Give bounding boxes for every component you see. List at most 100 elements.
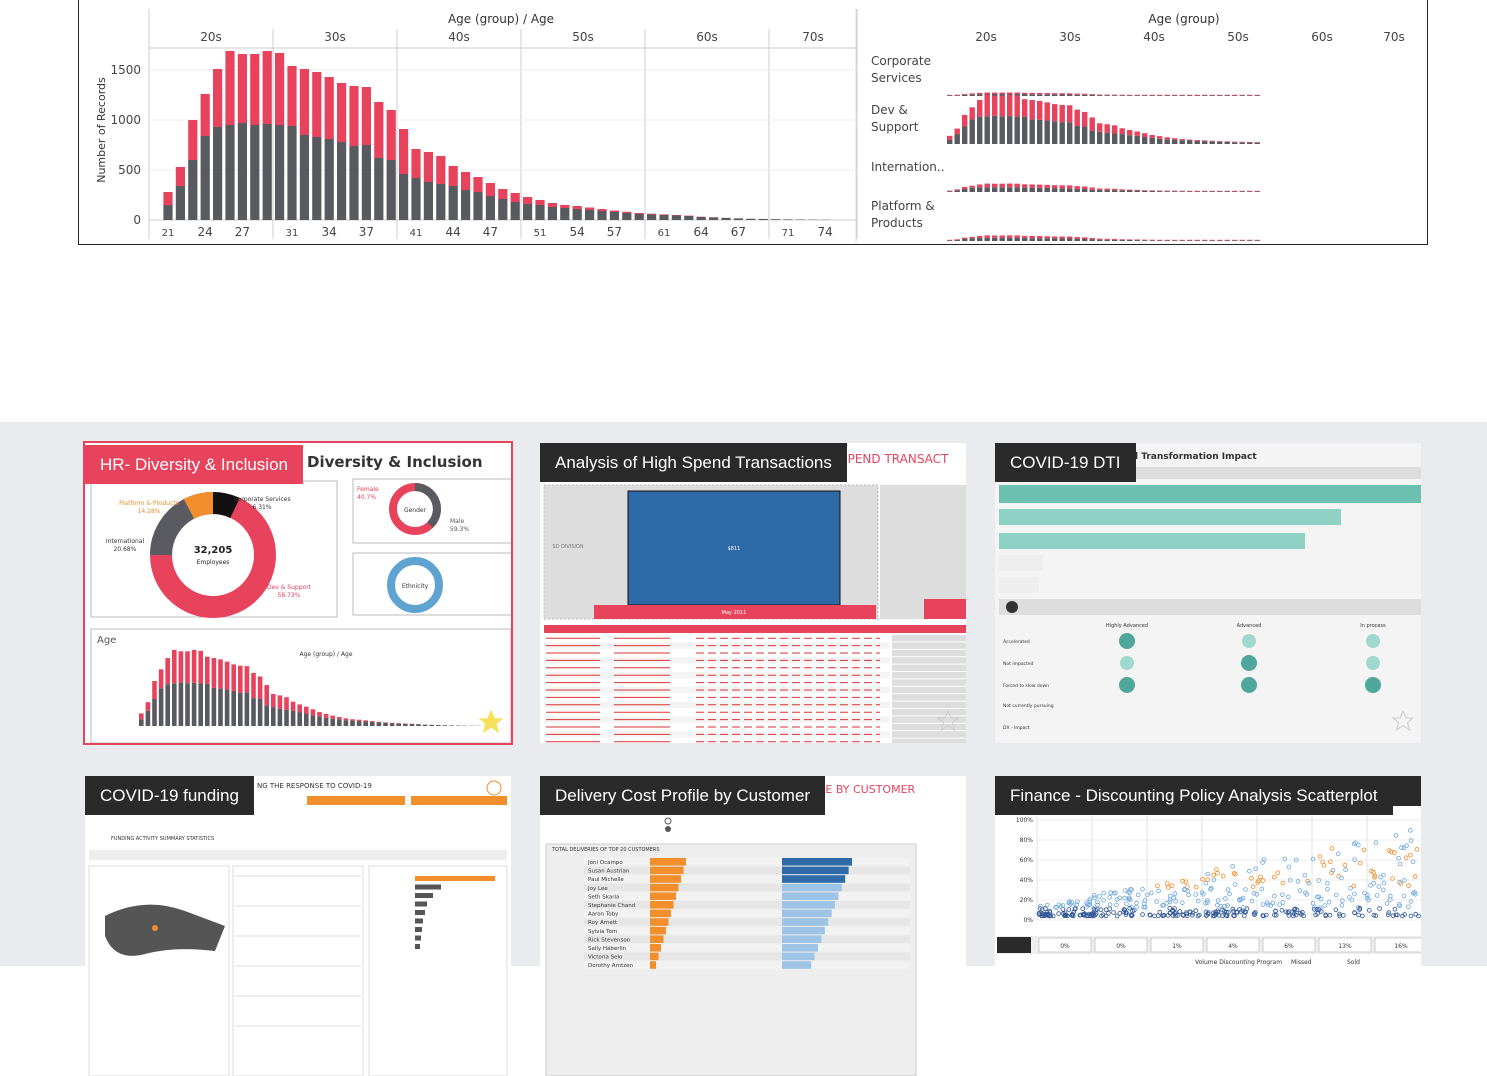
mini-bar (1052, 188, 1057, 192)
mini-bar (947, 191, 952, 192)
bar-gray (201, 136, 210, 220)
favorite-star-icon[interactable] (936, 709, 960, 733)
y-tick-label: 0 (133, 213, 141, 227)
mini-bar (977, 187, 982, 192)
mini-bar (1150, 240, 1155, 241)
mini-bar (1112, 189, 1117, 190)
x-tick-label: 37 (359, 225, 374, 239)
mini-bar (1030, 94, 1035, 96)
bar-gray (349, 146, 358, 220)
age-group-label: 50s (1227, 30, 1249, 44)
mini-bar (977, 236, 982, 238)
mini-bar (1180, 191, 1185, 192)
mini-bar (1067, 93, 1072, 94)
mini-bar (1142, 95, 1147, 96)
bar-gray (263, 124, 272, 220)
mini-bar (1217, 141, 1222, 142)
favorite-star-icon[interactable] (1391, 709, 1415, 733)
mini-bar (1187, 95, 1192, 96)
bar-pink (535, 200, 544, 205)
bar-pink (263, 51, 272, 124)
gallery-card-hr-diversity[interactable]: HR- Diversity & Inclusion Diversity & In… (85, 443, 511, 743)
x-tick-label: 31 (286, 228, 299, 239)
mini-bar (985, 187, 990, 192)
x-tick-label: 44 (446, 225, 461, 239)
svg-text:Not impacted: Not impacted (1003, 661, 1034, 667)
mini-bar (1007, 92, 1012, 94)
mini-bar (1150, 95, 1155, 96)
gallery-card-high-spend[interactable]: Analysis of High Spend Transactions SPEN… (540, 443, 966, 743)
mini-bar (1097, 188, 1102, 189)
svg-text:Age: Age (97, 635, 116, 646)
mini-bar (1000, 184, 1005, 188)
svg-text:100%: 100% (1016, 817, 1033, 824)
mini-bar (1187, 240, 1192, 241)
mini-bar (1127, 239, 1132, 240)
mini-bar (1165, 139, 1170, 144)
bar-gray (461, 190, 470, 220)
mini-bar (1090, 95, 1095, 96)
age-group-label: 40s (448, 30, 470, 44)
mini-bar (1015, 184, 1020, 188)
bar-gray (709, 218, 718, 221)
mini-bar (1180, 139, 1185, 140)
mini-bar (1015, 95, 1020, 116)
gallery-card-covid-funding[interactable]: COVID-19 funding NG THE RESPONSE TO COVI… (85, 776, 511, 1076)
svg-text:0%: 0% (1116, 943, 1126, 950)
mini-bar (955, 189, 960, 190)
mini-bar (1082, 187, 1087, 189)
bar-gray (659, 215, 668, 220)
mini-bar (1172, 140, 1177, 144)
age-group-label: 40s (1143, 30, 1165, 44)
mini-bar (1195, 140, 1200, 141)
gallery-card-discounting-scatter[interactable]: Finance - Discounting Policy Analysis Sc… (995, 776, 1421, 1076)
mini-bar (1030, 238, 1035, 241)
bar-gray (374, 158, 383, 220)
svg-text:Victoria Selo: Victoria Selo (588, 955, 623, 961)
svg-text:Volume Discounting Program: Volume Discounting Program (1195, 959, 1282, 966)
mini-bar (1225, 240, 1230, 241)
mini-bar (1022, 236, 1027, 238)
gallery-card-delivery-cost[interactable]: Delivery Cost Profile by Customer ILE BY… (540, 776, 966, 1076)
mini-bar (970, 107, 975, 119)
mini-bar (1217, 240, 1222, 241)
mini-bar (977, 238, 982, 241)
svg-text:58.73%: 58.73% (278, 592, 301, 599)
mini-bar (1255, 240, 1260, 241)
mini-bar (1105, 133, 1110, 144)
mini-bar (1202, 191, 1207, 192)
mini-bar (1195, 141, 1200, 144)
bar-gray (387, 160, 396, 220)
mini-bar (955, 95, 960, 96)
gallery-card-covid-dti[interactable]: COVID-19 DTI l Transformation Impact Hig… (995, 443, 1421, 743)
bar-gray (721, 218, 730, 220)
mini-bar (1127, 191, 1132, 192)
mini-bar (1082, 189, 1087, 192)
mini-bar (1060, 105, 1065, 122)
bar-gray (238, 123, 247, 220)
mini-bar (1075, 110, 1080, 126)
mini-bar (1127, 95, 1132, 96)
mini-bar (992, 184, 997, 187)
mini-bar (1157, 240, 1162, 241)
mini-bar (970, 93, 975, 94)
mini-bar (1007, 238, 1012, 241)
mini-bar (1045, 102, 1050, 120)
mini-bar (1180, 240, 1185, 241)
mini-bar (947, 95, 952, 96)
age-group-label: 30s (1059, 30, 1081, 44)
favorite-star-icon[interactable] (475, 707, 507, 737)
mini-bar (970, 237, 975, 238)
mini-bar (1255, 95, 1260, 96)
mini-bar (977, 117, 982, 144)
svg-text:40%: 40% (1020, 877, 1034, 884)
bar-pink (511, 193, 520, 202)
mini-bar (1045, 188, 1050, 192)
mini-bar (1240, 95, 1245, 96)
mini-bar (947, 136, 952, 140)
mini-bar (1090, 187, 1095, 189)
x-tick-label: 57 (607, 225, 622, 239)
mini-bar (977, 100, 982, 117)
mini-bar (962, 115, 967, 127)
